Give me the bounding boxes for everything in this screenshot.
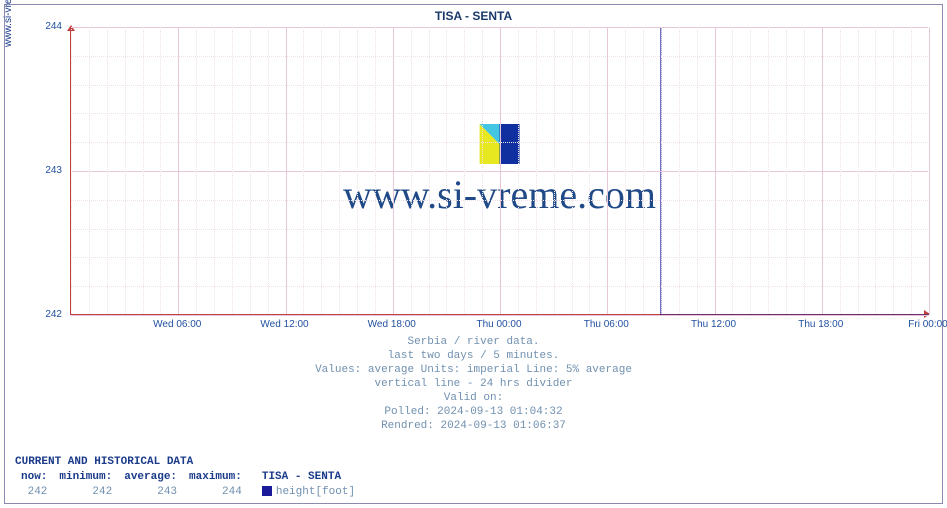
y-tick-label: 243 xyxy=(12,165,62,176)
stats-col-avg: average: xyxy=(118,470,183,485)
stats-val-avg: 243 xyxy=(118,485,183,500)
grid-minor-v xyxy=(232,27,233,314)
stats-header: CURRENT AND HISTORICAL DATA xyxy=(15,456,193,468)
grid-minor-v xyxy=(196,27,197,314)
grid-minor-v xyxy=(250,27,251,314)
grid-minor-v xyxy=(446,27,447,314)
grid-minor-v xyxy=(893,27,894,314)
grid-minor-v xyxy=(375,27,376,314)
stats-value-row: 242 242 243 244 height[foot] xyxy=(15,485,361,500)
grid-minor-v xyxy=(518,27,519,314)
chart-title: TISA - SENTA xyxy=(5,9,942,23)
x-tick-label: Thu 06:00 xyxy=(566,319,646,330)
grid-minor-v xyxy=(303,27,304,314)
grid-minor-v xyxy=(750,27,751,314)
x-tick-label: Thu 18:00 xyxy=(781,319,861,330)
stats-col-min: minimum: xyxy=(53,470,118,485)
stats-legend: height[foot] xyxy=(248,485,361,500)
caption-line: Rendred: 2024-09-13 01:06:37 xyxy=(5,419,942,433)
grid-major-v xyxy=(286,27,287,314)
stats-val-now: 242 xyxy=(15,485,53,500)
grid-minor-v xyxy=(572,27,573,314)
grid-major-v xyxy=(500,27,501,314)
legend-color-icon xyxy=(262,486,272,496)
caption-line: Serbia / river data. xyxy=(5,335,942,349)
x-tick-label: Fri 00:00 xyxy=(888,319,947,330)
grid-minor-v xyxy=(339,27,340,314)
stats-table: now: minimum: average: maximum: TISA - S… xyxy=(15,470,361,500)
grid-minor-v xyxy=(482,27,483,314)
grid-minor-v xyxy=(71,27,72,314)
stats-col-now: now: xyxy=(15,470,53,485)
grid-minor-v xyxy=(625,27,626,314)
grid-minor-v xyxy=(661,27,662,314)
x-tick-label: Wed 06:00 xyxy=(137,319,217,330)
grid-minor-v xyxy=(732,27,733,314)
grid-major-v xyxy=(178,27,179,314)
grid-minor-v xyxy=(697,27,698,314)
caption-line: Polled: 2024-09-13 01:04:32 xyxy=(5,405,942,419)
plot-area: www.si-vreme.com xyxy=(70,27,928,315)
grid-major-v xyxy=(607,27,608,314)
caption-line: Values: average Units: imperial Line: 5%… xyxy=(5,363,942,377)
caption-line: last two days / 5 minutes. xyxy=(5,349,942,363)
grid-minor-v xyxy=(911,27,912,314)
grid-minor-v xyxy=(125,27,126,314)
grid-minor-v xyxy=(679,27,680,314)
grid-major-v xyxy=(393,27,394,314)
grid-minor-v xyxy=(858,27,859,314)
grid-minor-v xyxy=(89,27,90,314)
grid-minor-v xyxy=(464,27,465,314)
grid-minor-v xyxy=(357,27,358,314)
caption-line: Valid on: xyxy=(5,391,942,405)
side-attribution: www.si-vreme.com xyxy=(3,0,14,95)
stats-series-name: TISA - SENTA xyxy=(248,470,361,485)
grid-minor-v xyxy=(268,27,269,314)
grid-minor-v xyxy=(536,27,537,314)
stats-val-max: 244 xyxy=(183,485,248,500)
x-tick-label: Wed 18:00 xyxy=(352,319,432,330)
stats-block: CURRENT AND HISTORICAL DATA now: minimum… xyxy=(15,455,361,500)
stats-header-row: now: minimum: average: maximum: TISA - S… xyxy=(15,470,361,485)
grid-minor-v xyxy=(160,27,161,314)
grid-minor-v xyxy=(589,27,590,314)
chart-container: TISA - SENTA www.si-vreme.com www.si-vre… xyxy=(4,4,943,504)
grid-minor-v xyxy=(143,27,144,314)
grid-minor-v xyxy=(429,27,430,314)
stats-col-max: maximum: xyxy=(183,470,248,485)
grid-minor-v xyxy=(804,27,805,314)
grid-minor-v xyxy=(214,27,215,314)
grid-minor-v xyxy=(643,27,644,314)
grid-minor-v xyxy=(768,27,769,314)
x-tick-label: Wed 12:00 xyxy=(245,319,325,330)
caption-line: vertical line - 24 hrs divider xyxy=(5,377,942,391)
grid-minor-v xyxy=(875,27,876,314)
grid-major-v xyxy=(822,27,823,314)
grid-minor-v xyxy=(107,27,108,314)
grid-major-v xyxy=(715,27,716,314)
grid-minor-v xyxy=(840,27,841,314)
grid-major-v xyxy=(929,27,930,314)
grid-major-h xyxy=(71,315,928,316)
y-tick-label: 242 xyxy=(12,309,62,320)
x-tick-label: Thu 12:00 xyxy=(674,319,754,330)
grid-minor-v xyxy=(786,27,787,314)
stats-val-min: 242 xyxy=(53,485,118,500)
grid-minor-v xyxy=(411,27,412,314)
grid-minor-v xyxy=(321,27,322,314)
legend-label: height[foot] xyxy=(276,486,355,498)
y-tick-label: 244 xyxy=(12,21,62,32)
grid-minor-v xyxy=(554,27,555,314)
x-tick-label: Thu 00:00 xyxy=(459,319,539,330)
